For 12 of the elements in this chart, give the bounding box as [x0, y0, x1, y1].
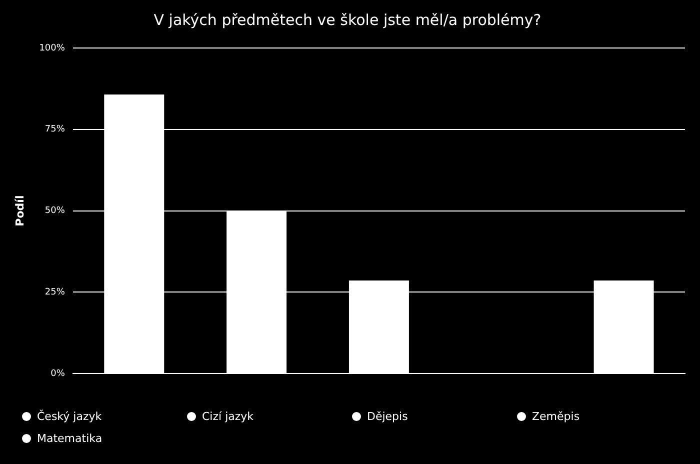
- y-tick-label: 75%: [44, 124, 66, 135]
- y-tick-label: 50%: [44, 206, 66, 216]
- y-axis-title: Podíl: [13, 195, 26, 226]
- legend-label: Dějepis: [367, 410, 408, 422]
- y-tick-label: 100%: [39, 43, 66, 54]
- legend-label: Cizí jazyk: [202, 410, 254, 422]
- legend-label: Matematika: [37, 432, 102, 444]
- chart-title: V jakých předmětech ve škole jste měl/a problémy?: [154, 10, 542, 29]
- y-tick-label: 25%: [44, 288, 66, 298]
- y-tick-label: 0%: [50, 368, 66, 379]
- legend-label: Zeměpis: [532, 410, 580, 422]
- legend-label: Český jazyk: [37, 410, 102, 422]
